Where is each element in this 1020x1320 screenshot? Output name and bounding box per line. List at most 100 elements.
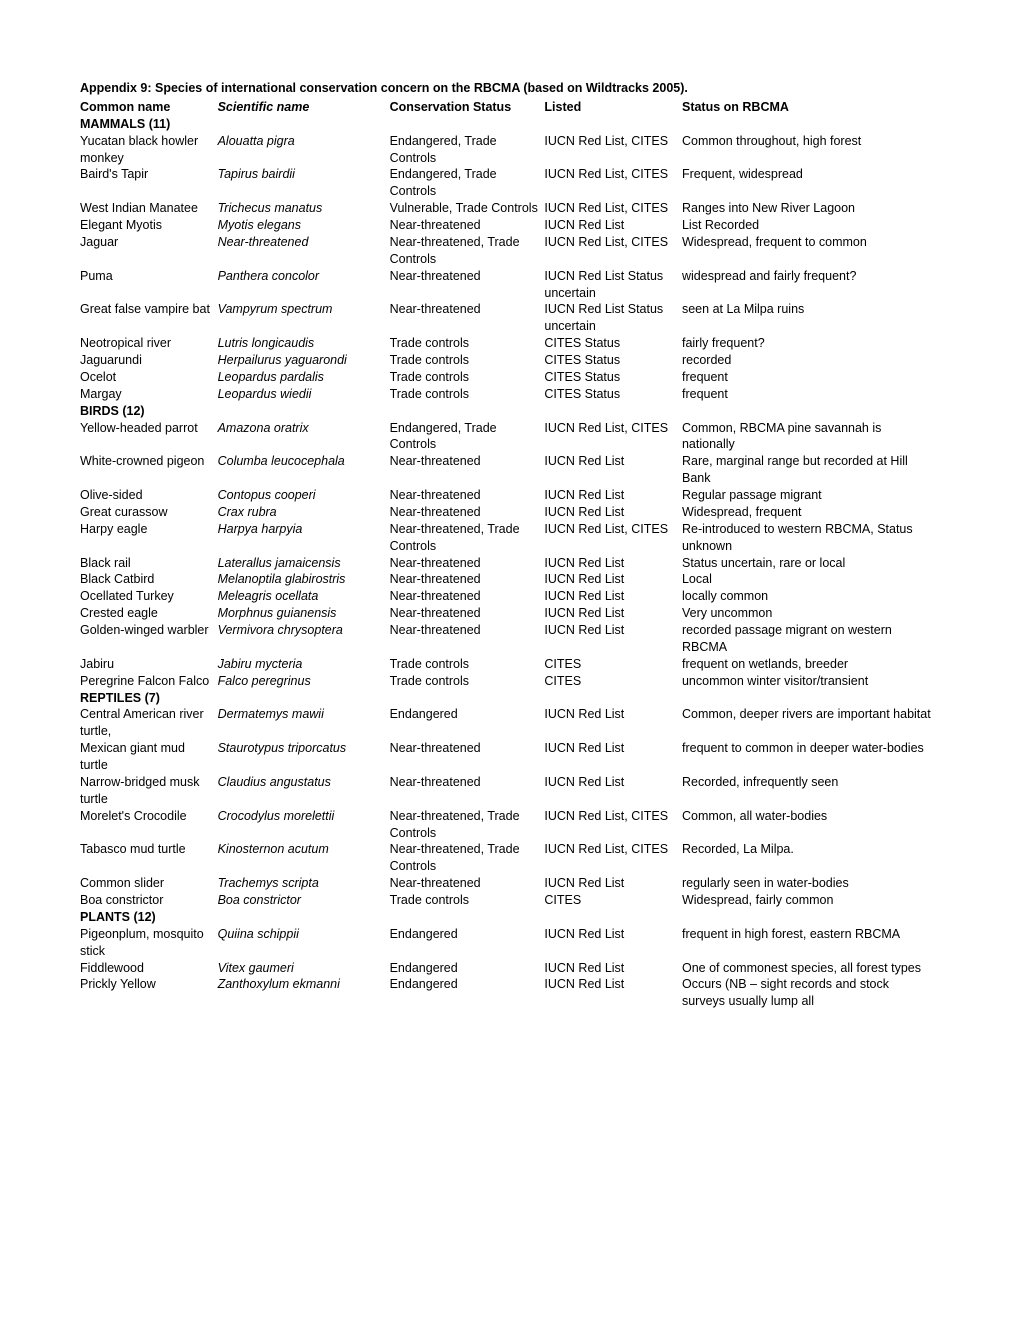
cell-scientific: Melanoptila glabirostris: [218, 571, 390, 588]
cell-scientific: Harpya harpyia: [218, 521, 390, 555]
cell-listed: IUCN Red List: [544, 960, 682, 977]
table-row: Yellow-headed parrotAmazona oratrixEndan…: [80, 420, 940, 454]
cell-rbcma: Rare, marginal range but recorded at Hil…: [682, 453, 940, 487]
cell-common: Great false vampire bat: [80, 301, 218, 335]
cell-listed: CITES: [544, 892, 682, 909]
table-row: Great false vampire batVampyrum spectrum…: [80, 301, 940, 335]
cell-status: Near-threatened: [390, 588, 545, 605]
table-row: JabiruJabiru mycteriaTrade controlsCITES…: [80, 656, 940, 673]
cell-scientific: Laterallus jamaicensis: [218, 555, 390, 572]
section-label: BIRDS (12): [80, 403, 940, 420]
cell-scientific: Crax rubra: [218, 504, 390, 521]
cell-common: Narrow-bridged musk turtle: [80, 774, 218, 808]
cell-status: Endangered: [390, 706, 545, 740]
cell-common: Mexican giant mud turtle: [80, 740, 218, 774]
cell-listed: IUCN Red List, CITES: [544, 200, 682, 217]
cell-status: Near-threatened: [390, 487, 545, 504]
cell-rbcma: Common, RBCMA pine savannah is nationall…: [682, 420, 940, 454]
cell-scientific: Kinosternon acutum: [218, 841, 390, 875]
section-header: MAMMALS (11): [80, 116, 940, 133]
table-row: FiddlewoodVitex gaumeriEndangeredIUCN Re…: [80, 960, 940, 977]
cell-rbcma: Re-introduced to western RBCMA, Status u…: [682, 521, 940, 555]
cell-common: Elegant Myotis: [80, 217, 218, 234]
table-row: Pigeonplum, mosquito stickQuiina schippi…: [80, 926, 940, 960]
table-row: Golden-winged warblerVermivora chrysopte…: [80, 622, 940, 656]
cell-status: Near-threatened: [390, 622, 545, 656]
cell-listed: IUCN Red List, CITES: [544, 521, 682, 555]
cell-common: Jabiru: [80, 656, 218, 673]
cell-rbcma: Widespread, frequent to common: [682, 234, 940, 268]
table-row: Mexican giant mud turtleStaurotypus trip…: [80, 740, 940, 774]
section-label: REPTILES (7): [80, 690, 940, 707]
cell-status: Endangered: [390, 976, 545, 1010]
cell-scientific: Trichecus manatus: [218, 200, 390, 217]
cell-scientific: Jabiru mycteria: [218, 656, 390, 673]
table-row: Black CatbirdMelanoptila glabirostrisNea…: [80, 571, 940, 588]
cell-scientific: Panthera concolor: [218, 268, 390, 302]
cell-common: Golden-winged warbler: [80, 622, 218, 656]
cell-common: Pigeonplum, mosquito stick: [80, 926, 218, 960]
cell-common: Baird's Tapir: [80, 166, 218, 200]
cell-listed: IUCN Red List: [544, 487, 682, 504]
cell-scientific: Boa constrictor: [218, 892, 390, 909]
cell-rbcma: List Recorded: [682, 217, 940, 234]
cell-rbcma: Regular passage migrant: [682, 487, 940, 504]
cell-status: Trade controls: [390, 892, 545, 909]
section-label: MAMMALS (11): [80, 116, 940, 133]
col-scientific: Scientific name: [218, 99, 390, 116]
cell-common: Fiddlewood: [80, 960, 218, 977]
cell-listed: IUCN Red List: [544, 453, 682, 487]
cell-status: Near-threatened: [390, 268, 545, 302]
cell-common: Ocelot: [80, 369, 218, 386]
table-row: Ocellated TurkeyMeleagris ocellataNear-t…: [80, 588, 940, 605]
cell-rbcma: Ranges into New River Lagoon: [682, 200, 940, 217]
cell-listed: CITES Status: [544, 386, 682, 403]
cell-listed: IUCN Red List: [544, 740, 682, 774]
cell-scientific: Falco peregrinus: [218, 673, 390, 690]
cell-status: Near-threatened, Trade Controls: [390, 234, 545, 268]
cell-listed: IUCN Red List Status uncertain: [544, 268, 682, 302]
cell-listed: IUCN Red List, CITES: [544, 166, 682, 200]
cell-common: Black Catbird: [80, 571, 218, 588]
cell-listed: IUCN Red List: [544, 875, 682, 892]
table-row: Great curassowCrax rubraNear-threatenedI…: [80, 504, 940, 521]
cell-rbcma: Common, deeper rivers are important habi…: [682, 706, 940, 740]
cell-listed: IUCN Red List, CITES: [544, 234, 682, 268]
cell-common: Common slider: [80, 875, 218, 892]
cell-rbcma: uncommon winter visitor/transient: [682, 673, 940, 690]
cell-scientific: Contopus cooperi: [218, 487, 390, 504]
cell-listed: IUCN Red List, CITES: [544, 841, 682, 875]
col-status: Conservation Status: [390, 99, 545, 116]
cell-status: Near-threatened: [390, 875, 545, 892]
cell-scientific: Meleagris ocellata: [218, 588, 390, 605]
section-header: PLANTS (12): [80, 909, 940, 926]
cell-listed: IUCN Red List: [544, 976, 682, 1010]
section-label: PLANTS (12): [80, 909, 940, 926]
cell-listed: CITES Status: [544, 369, 682, 386]
table-row: Morelet's CrocodileCrocodylus morelettii…: [80, 808, 940, 842]
cell-rbcma: widespread and fairly frequent?: [682, 268, 940, 302]
cell-listed: IUCN Red List: [544, 588, 682, 605]
cell-scientific: Lutris longicaudis: [218, 335, 390, 352]
cell-rbcma: One of commonest species, all forest typ…: [682, 960, 940, 977]
cell-rbcma: frequent: [682, 369, 940, 386]
cell-status: Vulnerable, Trade Controls: [390, 200, 545, 217]
cell-common: Yellow-headed parrot: [80, 420, 218, 454]
cell-common: Jaguarundi: [80, 352, 218, 369]
cell-listed: IUCN Red List: [544, 926, 682, 960]
species-table: Common name Scientific name Conservation…: [80, 99, 940, 1010]
cell-common: Boa constrictor: [80, 892, 218, 909]
cell-scientific: Leopardus pardalis: [218, 369, 390, 386]
cell-status: Near-threatened: [390, 504, 545, 521]
cell-common: Tabasco mud turtle: [80, 841, 218, 875]
table-row: OcelotLeopardus pardalisTrade controlsCI…: [80, 369, 940, 386]
cell-scientific: Vermivora chrysoptera: [218, 622, 390, 656]
cell-listed: IUCN Red List, CITES: [544, 808, 682, 842]
section-header: REPTILES (7): [80, 690, 940, 707]
cell-status: Near-threatened: [390, 217, 545, 234]
col-common: Common name: [80, 99, 218, 116]
cell-common: Harpy eagle: [80, 521, 218, 555]
cell-common: Jaguar: [80, 234, 218, 268]
table-row: Black railLaterallus jamaicensisNear-thr…: [80, 555, 940, 572]
table-row: JaguarNear-threatenedNear-threatened, Tr…: [80, 234, 940, 268]
